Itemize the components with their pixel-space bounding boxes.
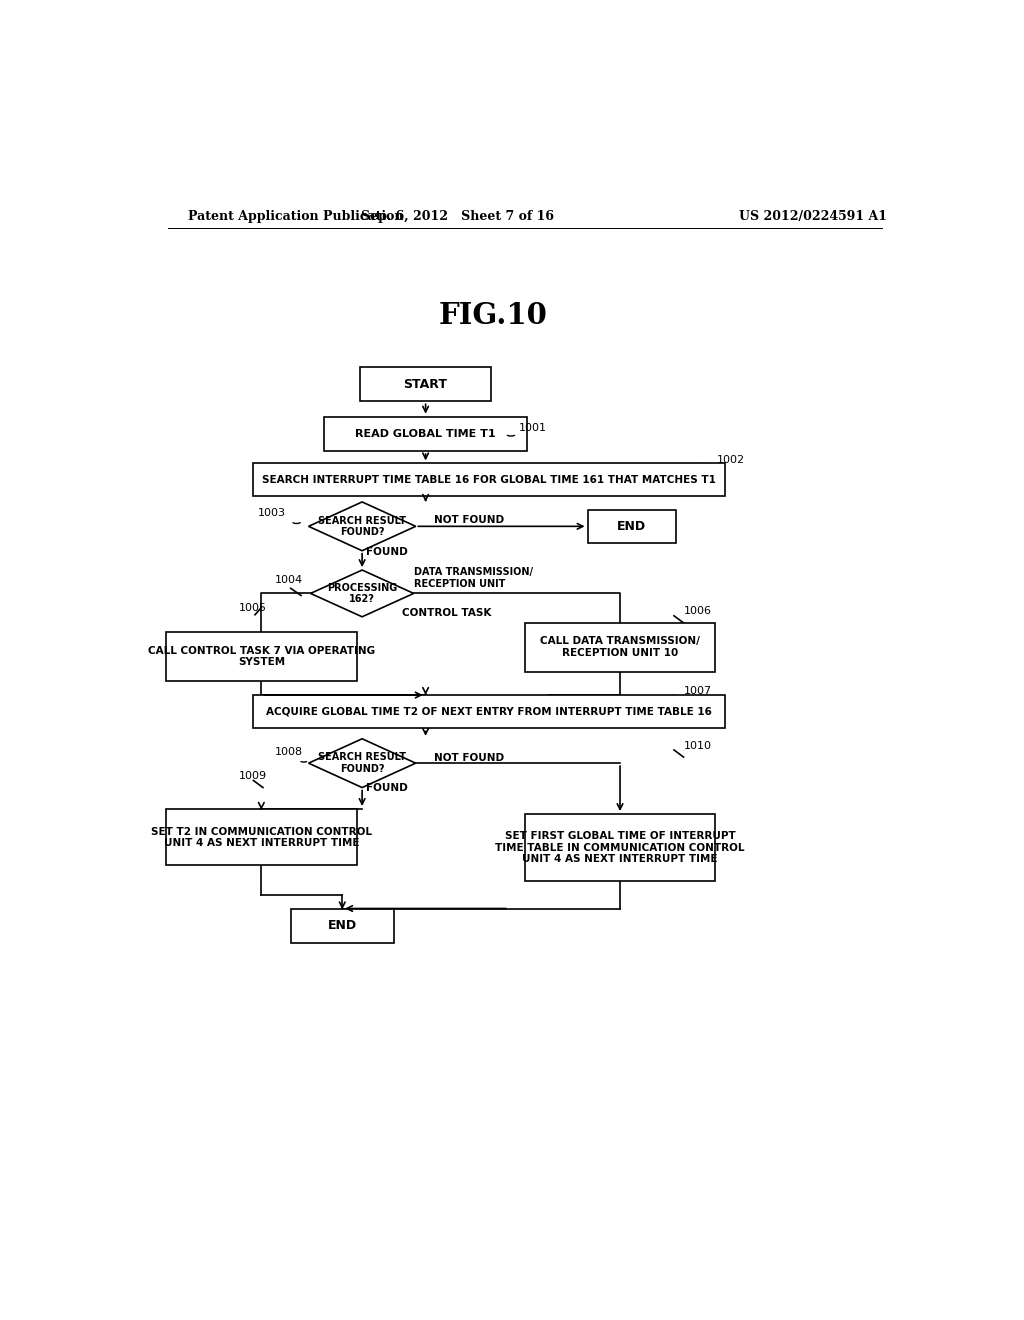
Text: SEARCH RESULT
FOUND?: SEARCH RESULT FOUND? bbox=[318, 516, 407, 537]
FancyBboxPatch shape bbox=[524, 814, 715, 880]
Polygon shape bbox=[308, 739, 416, 788]
Text: Patent Application Publication: Patent Application Publication bbox=[187, 210, 403, 223]
Text: CALL DATA TRANSMISSION/
RECEPTION UNIT 10: CALL DATA TRANSMISSION/ RECEPTION UNIT 1… bbox=[540, 636, 700, 659]
Text: 1008: 1008 bbox=[274, 747, 303, 756]
Text: 1005: 1005 bbox=[240, 603, 267, 612]
Text: CONTROL TASK: CONTROL TASK bbox=[401, 607, 492, 618]
Polygon shape bbox=[308, 502, 416, 550]
Text: NOT FOUND: NOT FOUND bbox=[433, 515, 504, 525]
Text: FOUND: FOUND bbox=[367, 783, 408, 792]
Text: SET FIRST GLOBAL TIME OF INTERRUPT
TIME TABLE IN COMMUNICATION CONTROL
UNIT 4 AS: SET FIRST GLOBAL TIME OF INTERRUPT TIME … bbox=[496, 830, 744, 865]
Text: Sep. 6, 2012   Sheet 7 of 16: Sep. 6, 2012 Sheet 7 of 16 bbox=[360, 210, 554, 223]
FancyBboxPatch shape bbox=[253, 694, 725, 729]
Text: FOUND: FOUND bbox=[367, 546, 408, 557]
Text: 1009: 1009 bbox=[240, 771, 267, 781]
Text: FIG.10: FIG.10 bbox=[438, 301, 548, 330]
Text: END: END bbox=[617, 520, 646, 533]
FancyBboxPatch shape bbox=[360, 367, 492, 401]
Text: US 2012/0224591 A1: US 2012/0224591 A1 bbox=[739, 210, 887, 223]
Text: 1004: 1004 bbox=[274, 576, 303, 585]
FancyBboxPatch shape bbox=[166, 809, 356, 866]
Text: 1003: 1003 bbox=[257, 508, 286, 519]
FancyBboxPatch shape bbox=[524, 623, 715, 672]
Text: SET T2 IN COMMUNICATION CONTROL
UNIT 4 AS NEXT INTERRUPT TIME: SET T2 IN COMMUNICATION CONTROL UNIT 4 A… bbox=[151, 826, 372, 849]
Text: READ GLOBAL TIME T1: READ GLOBAL TIME T1 bbox=[355, 429, 496, 438]
Text: START: START bbox=[403, 378, 447, 391]
Polygon shape bbox=[310, 570, 414, 616]
FancyBboxPatch shape bbox=[291, 909, 394, 942]
Text: ACQUIRE GLOBAL TIME T2 OF NEXT ENTRY FROM INTERRUPT TIME TABLE 16: ACQUIRE GLOBAL TIME T2 OF NEXT ENTRY FRO… bbox=[266, 706, 712, 717]
Text: SEARCH RESULT
FOUND?: SEARCH RESULT FOUND? bbox=[318, 752, 407, 774]
FancyBboxPatch shape bbox=[588, 510, 676, 543]
Text: SEARCH INTERRUPT TIME TABLE 16 FOR GLOBAL TIME 161 THAT MATCHES T1: SEARCH INTERRUPT TIME TABLE 16 FOR GLOBA… bbox=[262, 475, 716, 484]
Text: PROCESSING
162?: PROCESSING 162? bbox=[327, 582, 397, 605]
FancyBboxPatch shape bbox=[253, 463, 725, 496]
Text: 1010: 1010 bbox=[684, 741, 712, 751]
FancyBboxPatch shape bbox=[166, 632, 356, 681]
Text: 1001: 1001 bbox=[519, 422, 547, 433]
Text: DATA TRANSMISSION/
RECEPTION UNIT: DATA TRANSMISSION/ RECEPTION UNIT bbox=[414, 568, 532, 589]
Text: 1006: 1006 bbox=[684, 606, 712, 615]
Text: NOT FOUND: NOT FOUND bbox=[433, 754, 504, 763]
Text: END: END bbox=[328, 919, 356, 932]
Text: CALL CONTROL TASK 7 VIA OPERATING
SYSTEM: CALL CONTROL TASK 7 VIA OPERATING SYSTEM bbox=[147, 645, 375, 667]
Text: 1007: 1007 bbox=[684, 686, 712, 696]
FancyBboxPatch shape bbox=[325, 417, 526, 450]
Text: 1002: 1002 bbox=[717, 455, 745, 465]
